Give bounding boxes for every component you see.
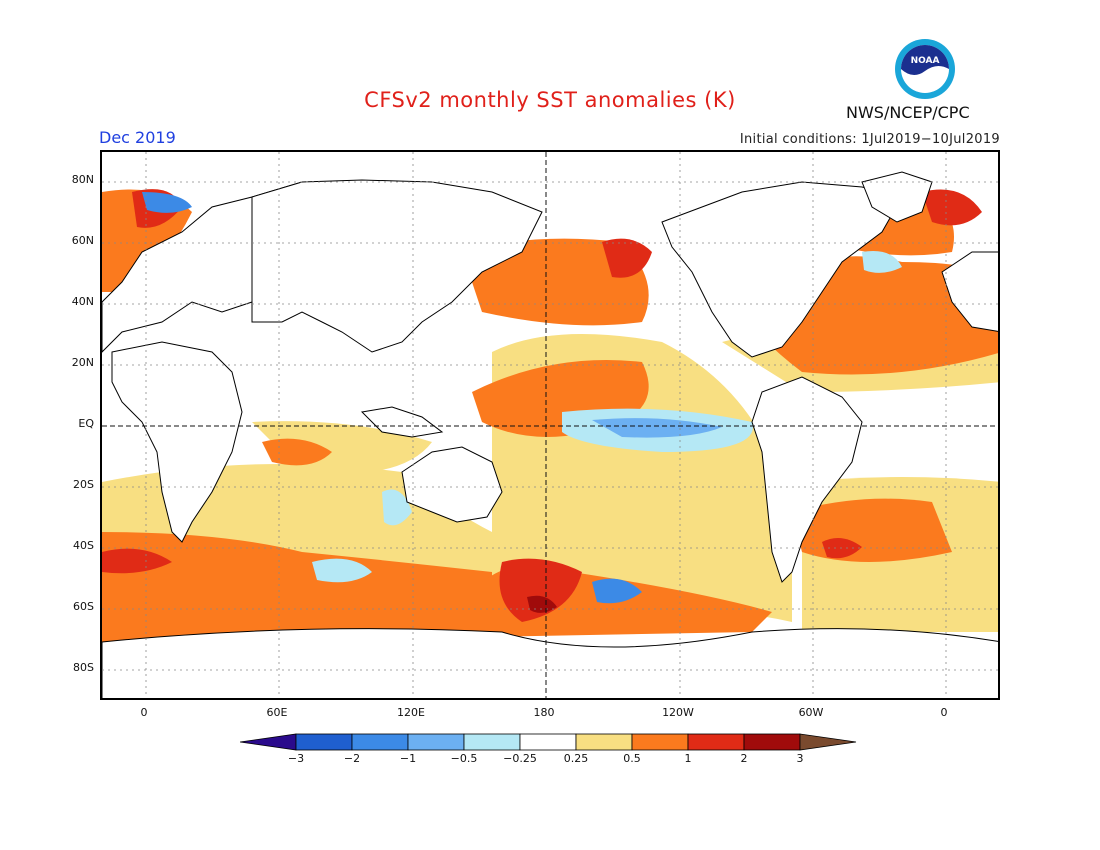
lon-label: 60E xyxy=(266,706,288,719)
colorbar-tick-label: −2 xyxy=(343,752,361,765)
colorbar-tick-label: −0.25 xyxy=(503,752,537,765)
warm-strong-patch xyxy=(102,548,172,574)
colorbar-tick-label: −1 xyxy=(399,752,417,765)
cool-light-patch xyxy=(382,489,412,526)
land-australia xyxy=(401,446,503,523)
noaa-logo-text: NOAA xyxy=(911,56,940,66)
colorbar-segment xyxy=(519,733,577,751)
colorbar-tick-label: 3 xyxy=(796,752,804,765)
colorbar-segment xyxy=(463,733,521,751)
cool-mid-patch xyxy=(592,578,642,604)
land-europe-west xyxy=(941,251,998,332)
graticule xyxy=(102,152,998,698)
agency-label: NWS/NCEP/CPC xyxy=(846,103,970,122)
warm-strong-patch xyxy=(499,558,582,622)
warm-mid-patch xyxy=(102,532,492,642)
lat-label: 80N xyxy=(71,173,94,186)
reference-lines xyxy=(102,152,998,698)
valid-month-label: Dec 2019 xyxy=(99,128,176,147)
lat-label: EQ xyxy=(78,417,94,430)
lat-label: 60N xyxy=(71,234,94,247)
colorbar-segment xyxy=(295,733,353,751)
lon-label: 180 xyxy=(533,706,555,719)
colorbar xyxy=(240,733,857,751)
land xyxy=(102,171,998,698)
map-canvas xyxy=(102,152,998,698)
colorbar-segment xyxy=(351,733,409,751)
land-north-america xyxy=(661,181,903,358)
colorbar-tick-label: −0.5 xyxy=(450,752,478,765)
colorbar-tick-label: 0.25 xyxy=(563,752,589,765)
lon-label: 120W xyxy=(662,706,694,719)
colorbar-segment xyxy=(575,733,633,751)
initial-conditions-label: Initial conditions: 1Jul2019−10Jul2019 xyxy=(739,132,1000,147)
land-south-america xyxy=(751,376,863,583)
cool-mid-patch xyxy=(142,192,192,213)
lat-label: 40N xyxy=(71,295,94,308)
warm-strong-patch xyxy=(922,189,982,226)
warm-mid-patch xyxy=(262,438,332,466)
cool-mid-patch xyxy=(592,418,722,438)
cool-light-patch xyxy=(862,251,902,273)
colorbar-segment xyxy=(743,733,801,751)
colorbar-tick-label: 0.5 xyxy=(623,752,641,765)
cool-light-patch xyxy=(312,558,372,583)
colorbar-segment xyxy=(407,733,465,751)
noaa-logo-icon: NOAA xyxy=(895,39,955,99)
lon-label: 120E xyxy=(397,706,425,719)
colorbar-segment xyxy=(799,733,857,751)
lon-label: 0 xyxy=(940,706,948,719)
sst-anomaly-map xyxy=(100,150,1000,700)
land-antarctica xyxy=(102,628,998,698)
lat-label: 60S xyxy=(73,600,94,613)
land-africa xyxy=(111,341,243,543)
land-maritime-continent xyxy=(360,406,444,438)
chart-title: CFSv2 monthly SST anomalies (K) xyxy=(364,88,736,112)
warm-strong-patch xyxy=(602,238,652,278)
anomaly-fields xyxy=(102,189,998,642)
warm-extreme-patch xyxy=(527,595,557,613)
land-greenland xyxy=(861,171,933,223)
lat-label: 20N xyxy=(71,356,94,369)
lat-label: 40S xyxy=(73,539,94,552)
colorbar-segment xyxy=(687,733,745,751)
lon-label: 0 xyxy=(140,706,148,719)
colorbar-segment xyxy=(631,733,689,751)
lat-label: 20S xyxy=(73,478,94,491)
colorbar-segment xyxy=(240,733,297,751)
colorbar-tick-label: −3 xyxy=(287,752,305,765)
colorbar-tick-label: 2 xyxy=(740,752,748,765)
lat-label: 80S xyxy=(73,661,94,674)
lon-label: 60W xyxy=(798,706,824,719)
colorbar-tick-label: 1 xyxy=(684,752,692,765)
